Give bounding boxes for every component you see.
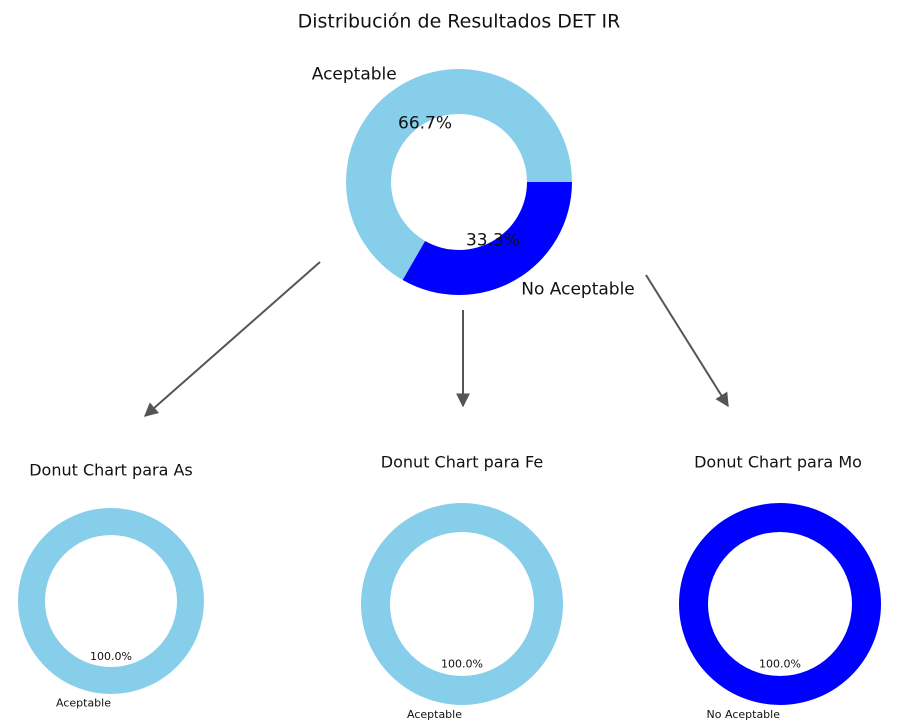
slice-label: Aceptable [56,696,111,709]
slice-label: No Aceptable [521,280,635,300]
value-label: 100.0% [441,658,483,671]
chart-title: Donut Chart para As [29,461,193,480]
slice-label: Aceptable [407,708,462,721]
value-label: 100.0% [90,650,132,663]
donut-slice [18,508,204,694]
value-label: 33.3% [466,231,520,251]
chart-title: Distribución de Resultados DET IR [298,11,621,33]
donut-slice [402,182,572,296]
donut-slice [679,503,881,705]
slice-label: No Aceptable [707,708,781,721]
slice-label: Aceptable [312,64,397,84]
chart-title: Donut Chart para Mo [694,453,862,472]
arrow [143,261,321,417]
value-label: 66.7% [398,113,452,133]
chart-title: Donut Chart para Fe [381,453,543,472]
arrow [645,274,729,408]
donut-slice [346,69,572,280]
value-label: 100.0% [759,658,801,671]
donut-slice [361,503,563,705]
